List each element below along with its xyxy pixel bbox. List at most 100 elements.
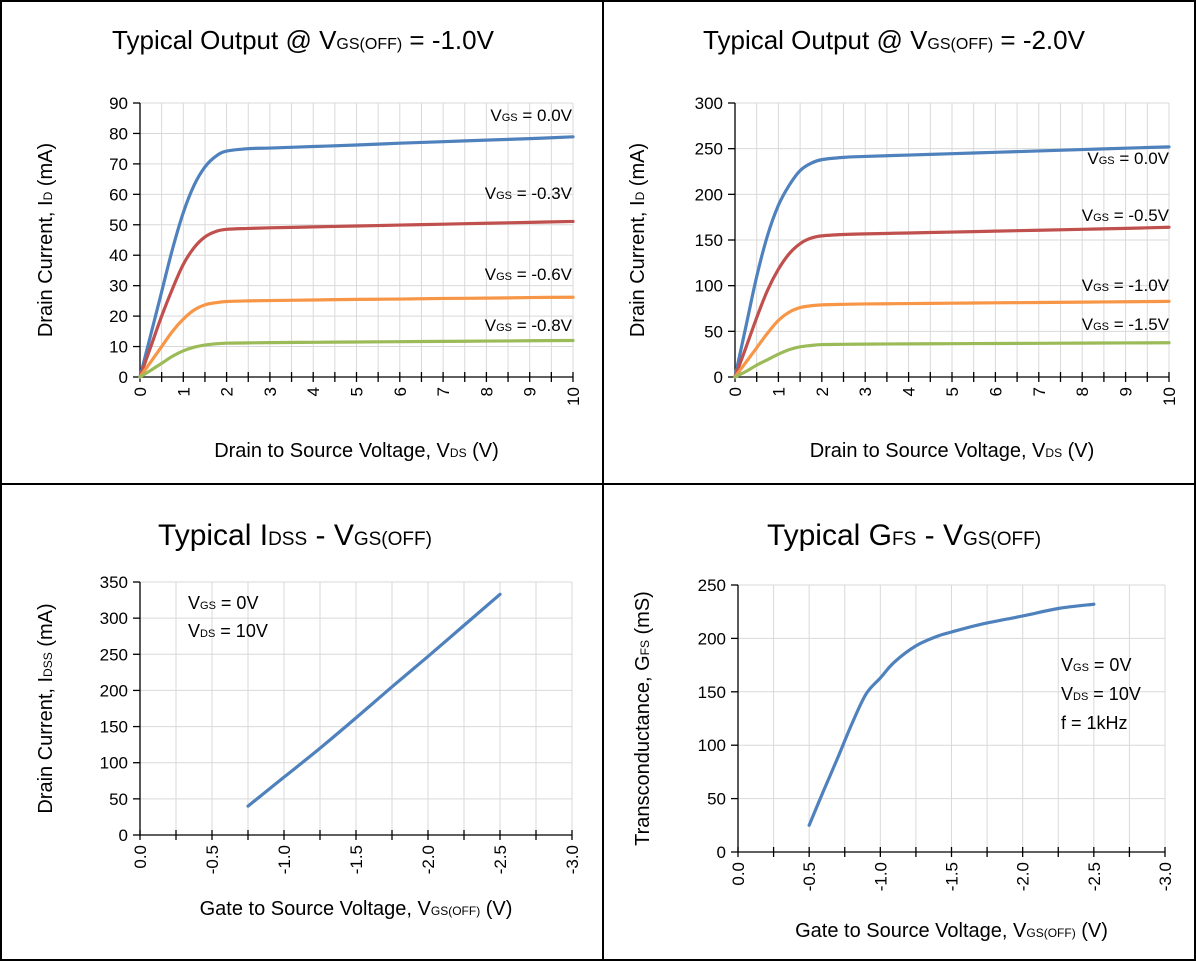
x-tick-label: 0.0 xyxy=(131,845,150,869)
y-tick-label: 50 xyxy=(109,790,128,809)
series-line-0 xyxy=(733,145,1171,379)
chart-title: Typical Output @ VGS(OFF) = -2.0V xyxy=(703,25,1086,55)
y-tick-label: 0 xyxy=(119,368,128,387)
series-label-1: VGS = -0.3V xyxy=(485,184,573,203)
series-line-0 xyxy=(138,135,575,379)
x-tick-label: 6 xyxy=(391,387,410,396)
y-tick-label: 150 xyxy=(698,683,726,702)
annotation-0: VGS = 0V xyxy=(1061,655,1131,675)
x-tick-label: -2.0 xyxy=(1014,862,1033,891)
y-axis-label: Drain Current, ID (mA) xyxy=(627,143,649,337)
x-tick-label: 3 xyxy=(856,387,875,396)
panel-divider-vertical xyxy=(602,0,604,961)
y-axis-label: Transconductance, GFS (mS) xyxy=(632,591,654,846)
y-tick-label: 200 xyxy=(698,629,726,648)
series-line-3 xyxy=(138,338,575,379)
y-tick-label: 250 xyxy=(698,576,726,595)
y-tick-label: 100 xyxy=(695,277,723,296)
series-label-2: VGS = -1.0V xyxy=(1082,276,1170,295)
y-axis-label: Drain Current, IDSS (mA) xyxy=(35,603,57,813)
x-tick-label: -1.0 xyxy=(871,862,890,891)
annotation-0: VGS = 0V xyxy=(188,593,258,613)
x-tick-label: 0 xyxy=(726,387,745,396)
y-axis-label: Drain Current, ID (mA) xyxy=(35,143,57,337)
x-axis-label: Gate to Source Voltage, VGS(OFF) (V) xyxy=(200,898,513,920)
x-tick-label: 10 xyxy=(564,387,583,406)
x-tick-label: -3.0 xyxy=(563,845,582,874)
series-line-2 xyxy=(733,299,1171,379)
y-tick-label: 0 xyxy=(717,843,726,862)
y-tick-label: 150 xyxy=(100,718,128,737)
x-tick-label: 5 xyxy=(348,387,367,396)
gridlines xyxy=(734,102,1170,378)
chart-output-vgsoff-2v: 0 50 100 150 200 250 300 0 1 2 3 4 5 6 7 8 9 10 VGS = 0.0V… xyxy=(627,25,1179,462)
y-tick-label: 10 xyxy=(109,338,128,357)
series-line-1 xyxy=(138,219,575,379)
x-axis-label: Drain to Source Voltage, VDS (V) xyxy=(810,440,1095,462)
x-tick-label: -0.5 xyxy=(800,862,819,891)
annotation-1: VDS = 10V xyxy=(188,621,268,641)
x-tick-label: 1 xyxy=(769,387,788,396)
x-tick-label: 2 xyxy=(218,387,237,396)
y-tick-label: 300 xyxy=(695,94,723,113)
series-label-0: VGS = 0.0V xyxy=(1087,149,1169,168)
x-tick-label: 4 xyxy=(900,387,919,396)
x-tick-label: 9 xyxy=(1117,387,1136,396)
x-tick-label: -1.0 xyxy=(275,845,294,874)
series-label-0: VGS = 0.0V xyxy=(490,106,572,125)
y-tick-label: 250 xyxy=(695,140,723,159)
y-tick-label: 200 xyxy=(695,185,723,204)
y-tick-label: 50 xyxy=(707,790,726,809)
x-tick-label: -0.5 xyxy=(203,845,222,874)
x-tick-label: -2.0 xyxy=(419,845,438,874)
y-tick-label: 100 xyxy=(100,754,128,773)
x-tick-label: 10 xyxy=(1160,387,1179,406)
series-label-3: VGS = -0.8V xyxy=(485,316,573,335)
x-tick-label: -2.5 xyxy=(1085,862,1104,891)
x-tick-label: 6 xyxy=(986,387,1005,396)
x-tick-label: 8 xyxy=(477,387,496,396)
x-tick-label: 1 xyxy=(174,387,193,396)
x-tick-label: 2 xyxy=(813,387,832,396)
x-tick-label: 0 xyxy=(131,387,150,396)
y-tick-label: 70 xyxy=(109,155,128,174)
annotation-1: VDS = 10V xyxy=(1061,684,1141,704)
y-tick-label: 80 xyxy=(109,124,128,143)
chart-title: Typical IDSS - VGS(OFF) xyxy=(158,519,432,552)
y-tick-label: 20 xyxy=(109,307,128,326)
series-label-2: VGS = -0.6V xyxy=(485,265,573,284)
panel-divider-horizontal xyxy=(0,483,1196,485)
x-tick-label: -1.5 xyxy=(347,845,366,874)
x-tick-label: -2.5 xyxy=(491,845,510,874)
chart-title: Typical Output @ VGS(OFF) = -1.0V xyxy=(112,25,495,55)
x-tick-label: 9 xyxy=(521,387,540,396)
chart-title: Typical GFS - VGS(OFF) xyxy=(767,519,1041,552)
x-tick-label: 5 xyxy=(943,387,962,396)
series-label-1: VGS = -0.5V xyxy=(1082,206,1170,225)
x-tick-label: 7 xyxy=(1030,387,1049,396)
x-tick-label: 8 xyxy=(1073,387,1092,396)
x-tick-label: 7 xyxy=(434,387,453,396)
y-tick-label: 60 xyxy=(109,185,128,204)
y-tick-label: 40 xyxy=(109,246,128,265)
y-tick-label: 350 xyxy=(100,573,128,592)
annotation-2: f = 1kHz xyxy=(1061,713,1128,733)
gridlines xyxy=(139,102,574,378)
series-label-3: VGS = -1.5V xyxy=(1082,315,1170,334)
y-tick-label: 50 xyxy=(109,216,128,235)
x-tick-label: 0.0 xyxy=(729,862,748,886)
y-tick-label: 0 xyxy=(119,826,128,845)
chart-gfs-vs-vgsoff: 0 50 100 150 200 250 0.0 -0.5 -1.0 -1.5 -2.0 -2.5 -3… xyxy=(632,519,1175,942)
y-tick-label: 300 xyxy=(100,609,128,628)
y-tick-label: 30 xyxy=(109,277,128,296)
x-axis-label: Gate to Source Voltage, VGS(OFF) (V) xyxy=(795,920,1108,942)
y-tick-label: 200 xyxy=(100,681,128,700)
x-tick-label: 3 xyxy=(261,387,280,396)
series-line-2 xyxy=(138,295,575,379)
y-tick-label: 100 xyxy=(698,736,726,755)
y-tick-label: 0 xyxy=(714,368,723,387)
x-tick-label: 4 xyxy=(304,387,323,396)
x-tick-label: -1.5 xyxy=(943,862,962,891)
x-axis-label: Drain to Source Voltage, VDS (V) xyxy=(214,440,499,462)
